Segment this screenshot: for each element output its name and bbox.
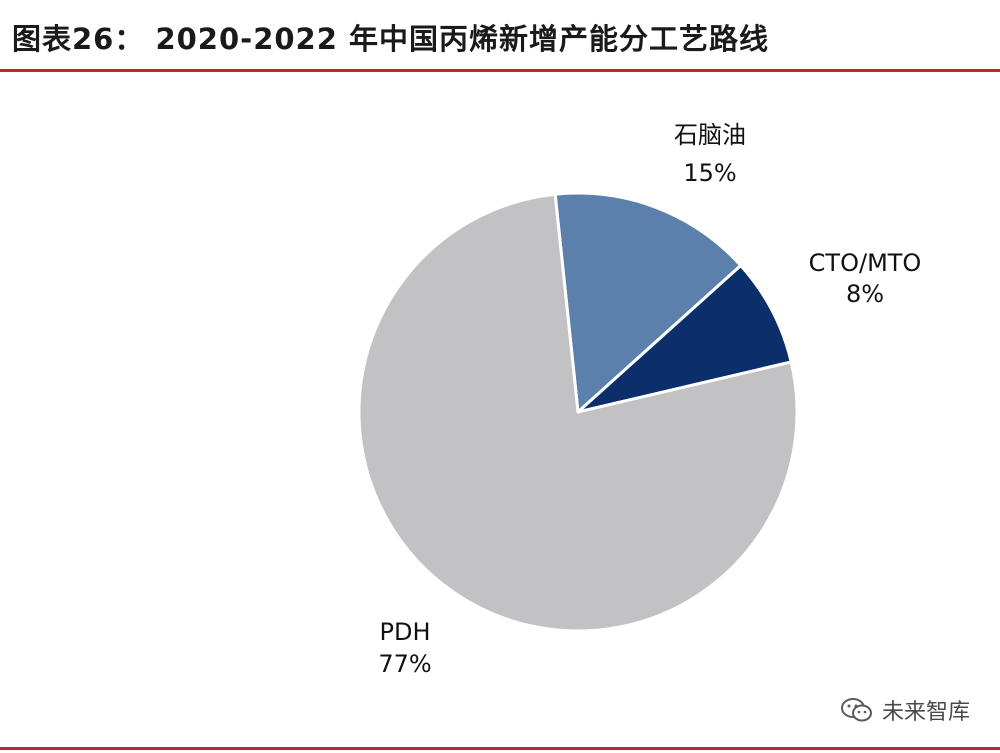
chart-title: 图表26： 2020-2022 年中国丙烯新增产能分工艺路线	[12, 22, 770, 56]
pie-slice-3	[357, 192, 799, 633]
slice-label: CTO/MTO	[809, 249, 922, 277]
slice-percent: 8%	[846, 280, 884, 308]
pie-slice-2	[576, 263, 793, 414]
bottom-rule	[0, 747, 1000, 750]
wechat-icon	[840, 698, 872, 722]
slice-percent: 15%	[683, 159, 736, 187]
pie-slices	[357, 191, 799, 633]
watermark: 未来智库	[840, 694, 970, 726]
pie-labels: 石脑油 15% CTO/MTO 8% PDH 77%	[378, 121, 921, 678]
slice-percent: 77%	[378, 650, 431, 678]
pie-slice-1	[553, 191, 743, 414]
title-rule	[0, 69, 1000, 72]
watermark-text: 未来智库	[881, 700, 970, 725]
slice-label: 石脑油	[674, 121, 746, 149]
slice-label: PDH	[380, 618, 431, 646]
